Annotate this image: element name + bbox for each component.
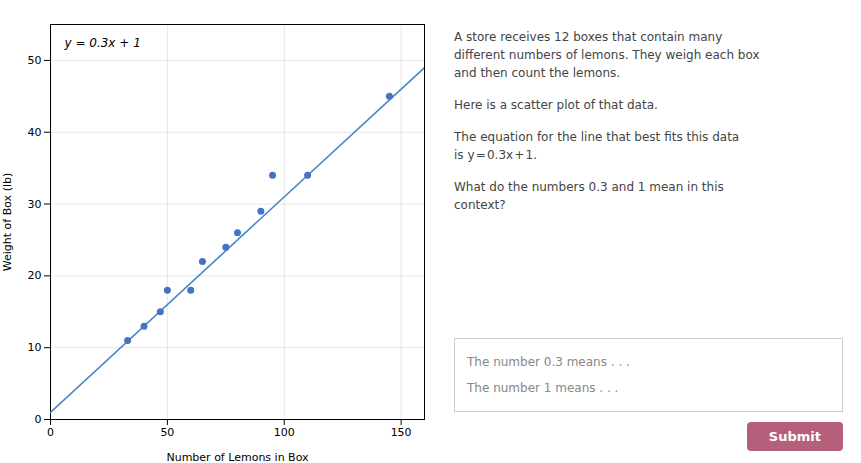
svg-text:y = 0.3x + 1: y = 0.3x + 1 xyxy=(64,36,141,50)
html-text:context?: context? xyxy=(454,198,506,212)
svg-text:30: 30 xyxy=(28,198,42,211)
html-text:Submit: Submit xyxy=(768,429,821,444)
html-text:Here is a scatter plot of that: Here is a scatter plot of that data. xyxy=(454,98,658,112)
svg-text:40: 40 xyxy=(28,126,42,139)
svg-text:Weight of Box (lb): Weight of Box (lb) xyxy=(1,173,14,271)
html-text:The number 1 means . . .: The number 1 means . . . xyxy=(467,381,619,395)
html-text:What do the numbers 0.3 and 1: What do the numbers 0.3 and 1 mean in th… xyxy=(454,180,724,194)
svg-text:100: 100 xyxy=(274,426,295,439)
svg-text:150: 150 xyxy=(391,426,412,439)
html-text:The equation for the line that: The equation for the line that best fits… xyxy=(454,130,740,144)
svg-text:20: 20 xyxy=(28,269,42,282)
html-text:different numbers of lemons. T: different numbers of lemons. They weigh … xyxy=(454,48,760,62)
svg-text:Number of Lemons in Box: Number of Lemons in Box xyxy=(166,451,309,463)
svg-text:0: 0 xyxy=(47,426,54,439)
html-text:is y = 0.3x + 1.: is y = 0.3x + 1. xyxy=(454,148,537,162)
svg-text:50: 50 xyxy=(28,54,42,67)
html-text:and then count the lemons.: and then count the lemons. xyxy=(454,66,621,80)
svg-text:50: 50 xyxy=(160,426,174,439)
svg-text:0: 0 xyxy=(35,413,42,426)
html-text:A store receives 12 boxes that: A store receives 12 boxes that contain m… xyxy=(454,30,723,44)
html-text:The number 0.3 means . . .: The number 0.3 means . . . xyxy=(467,355,630,369)
svg-text:10: 10 xyxy=(28,341,42,354)
